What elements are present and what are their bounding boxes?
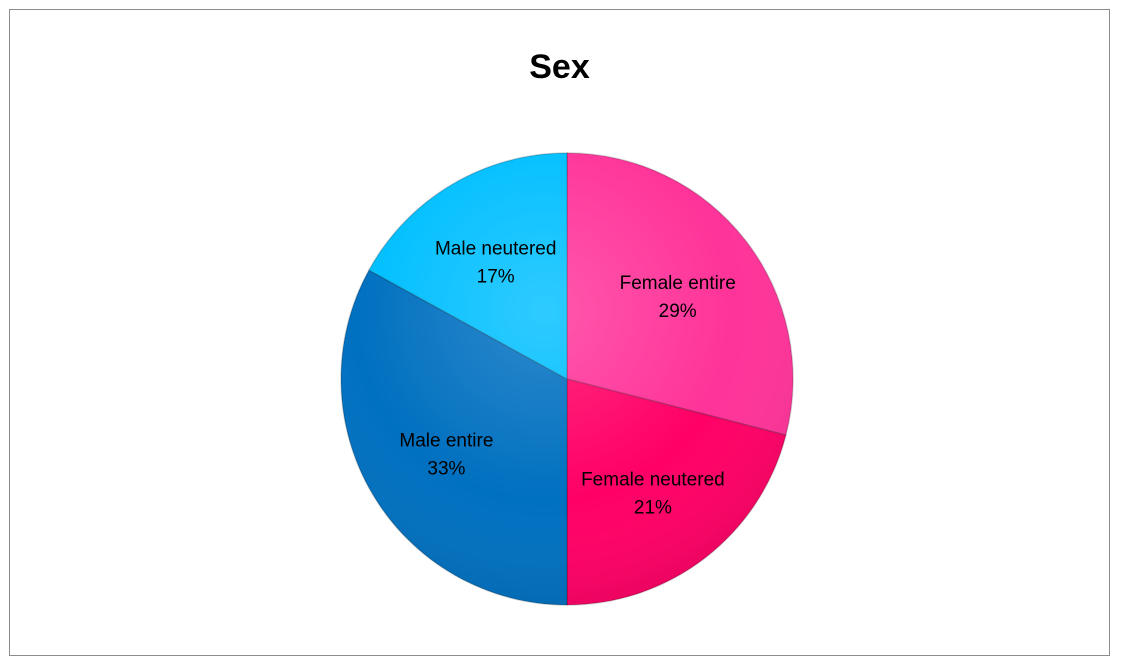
chart-area: Sex Female entire 29% Female neutered 21% Ma…: [9, 9, 1110, 656]
pie-slices: [340, 152, 794, 606]
slice-label-male-neutered: Male neutered 17%: [435, 238, 556, 287]
pie-labels: Female entire 29% Female neutered 21% Male e…: [399, 238, 735, 518]
chart-title: Sex: [529, 48, 590, 86]
slice-label-female-entire: Female entire 29%: [620, 273, 736, 322]
pie-chart: Female entire 29% Female neutered 21% Male e…: [340, 152, 794, 606]
slice-label-male-entire: Male entire 33%: [399, 430, 493, 479]
slice-label-female-neutered: Female neutered 21%: [581, 470, 725, 519]
